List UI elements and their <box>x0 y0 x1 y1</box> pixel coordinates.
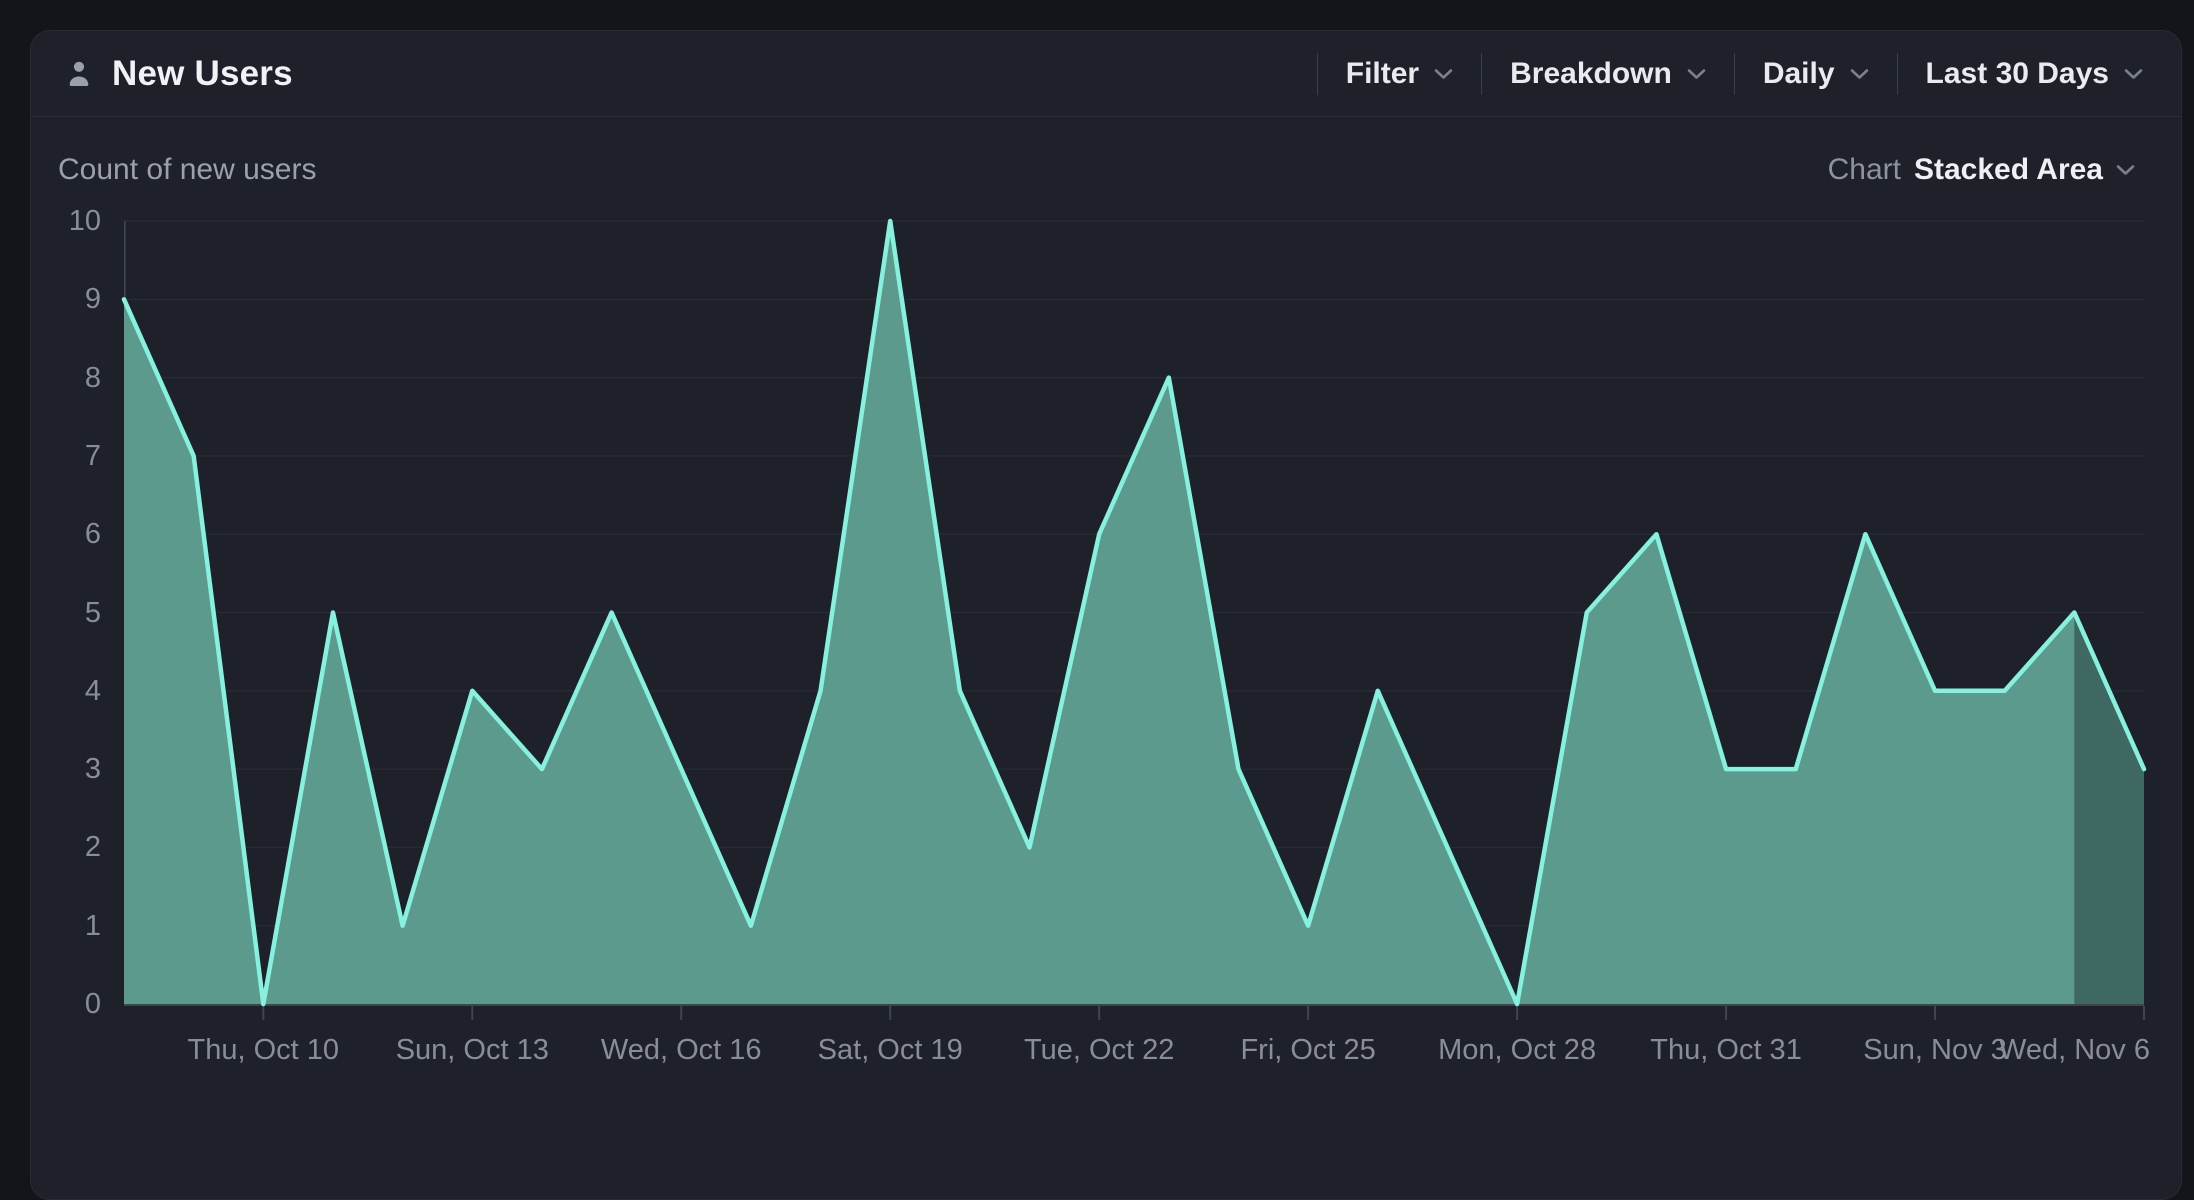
x-axis-tick-label: Thu, Oct 31 <box>1650 1034 1802 1067</box>
breakdown-dropdown-label: Breakdown <box>1510 57 1672 91</box>
insight-card: New Users Filter Breakdown Daily Last 30… <box>30 30 2182 1200</box>
date-range-dropdown-label: Last 30 Days <box>1926 57 2109 91</box>
x-axis-tick-label: Fri, Oct 25 <box>1240 1034 1375 1067</box>
chart-type-dropdown[interactable]: Chart Stacked Area <box>1828 153 2135 187</box>
y-axis-tick-label: 4 <box>31 675 101 707</box>
y-axis-tick-label: 3 <box>31 753 101 785</box>
header-controls: Filter Breakdown Daily Last 30 Days <box>1317 31 2171 116</box>
chevron-down-icon <box>2124 68 2143 80</box>
chevron-down-icon <box>1687 68 1706 80</box>
x-axis-tick-label: Sun, Oct 13 <box>396 1034 549 1067</box>
y-axis-tick-label: 9 <box>31 283 101 315</box>
y-axis-tick-label: 6 <box>31 518 101 550</box>
breakdown-dropdown[interactable]: Breakdown <box>1482 57 1734 91</box>
x-axis-tick-label: Mon, Oct 28 <box>1438 1034 1596 1067</box>
metric-label: Count of new users <box>58 153 316 187</box>
y-axis-tick-label: 2 <box>31 831 101 863</box>
date-range-dropdown[interactable]: Last 30 Days <box>1898 57 2171 91</box>
x-axis-tick-label: Tue, Oct 22 <box>1024 1034 1174 1067</box>
card-header: New Users Filter Breakdown Daily Last 30… <box>31 31 2181 117</box>
chevron-down-icon <box>1434 68 1453 80</box>
y-axis-tick-label: 0 <box>31 988 101 1020</box>
chevron-down-icon <box>2116 164 2135 176</box>
sub-header-row: Count of new users Chart Stacked Area <box>58 147 2135 193</box>
interval-dropdown-label: Daily <box>1763 57 1835 91</box>
y-axis-tick-label: 7 <box>31 440 101 472</box>
y-axis-tick-label: 5 <box>31 597 101 629</box>
person-icon <box>61 56 97 92</box>
chart-type-dropdown-caption: Chart <box>1828 153 1901 187</box>
x-axis-tick-label: Wed, Oct 16 <box>601 1034 762 1067</box>
y-axis-tick-label: 1 <box>31 910 101 942</box>
x-axis-tick-label: Thu, Oct 10 <box>188 1034 340 1067</box>
page-title: New Users <box>112 54 293 94</box>
filter-dropdown-label: Filter <box>1346 57 1419 91</box>
y-axis-tick-label: 8 <box>31 362 101 394</box>
chart-type-dropdown-value: Stacked Area <box>1914 153 2103 187</box>
x-axis-tick-label: Sun, Nov 3 <box>1863 1034 2006 1067</box>
x-axis-tick-label: Sat, Oct 19 <box>818 1034 963 1067</box>
x-axis-tick-label: Wed, Nov 6 <box>1999 1034 2150 1067</box>
filter-dropdown[interactable]: Filter <box>1318 57 1481 91</box>
area-chart-canvas[interactable] <box>124 221 2144 1004</box>
page: { "header": { "title": "New Users", "ico… <box>0 0 2194 1092</box>
y-axis-tick-label: 10 <box>31 205 101 237</box>
interval-dropdown[interactable]: Daily <box>1735 57 1897 91</box>
chevron-down-icon <box>1850 68 1869 80</box>
